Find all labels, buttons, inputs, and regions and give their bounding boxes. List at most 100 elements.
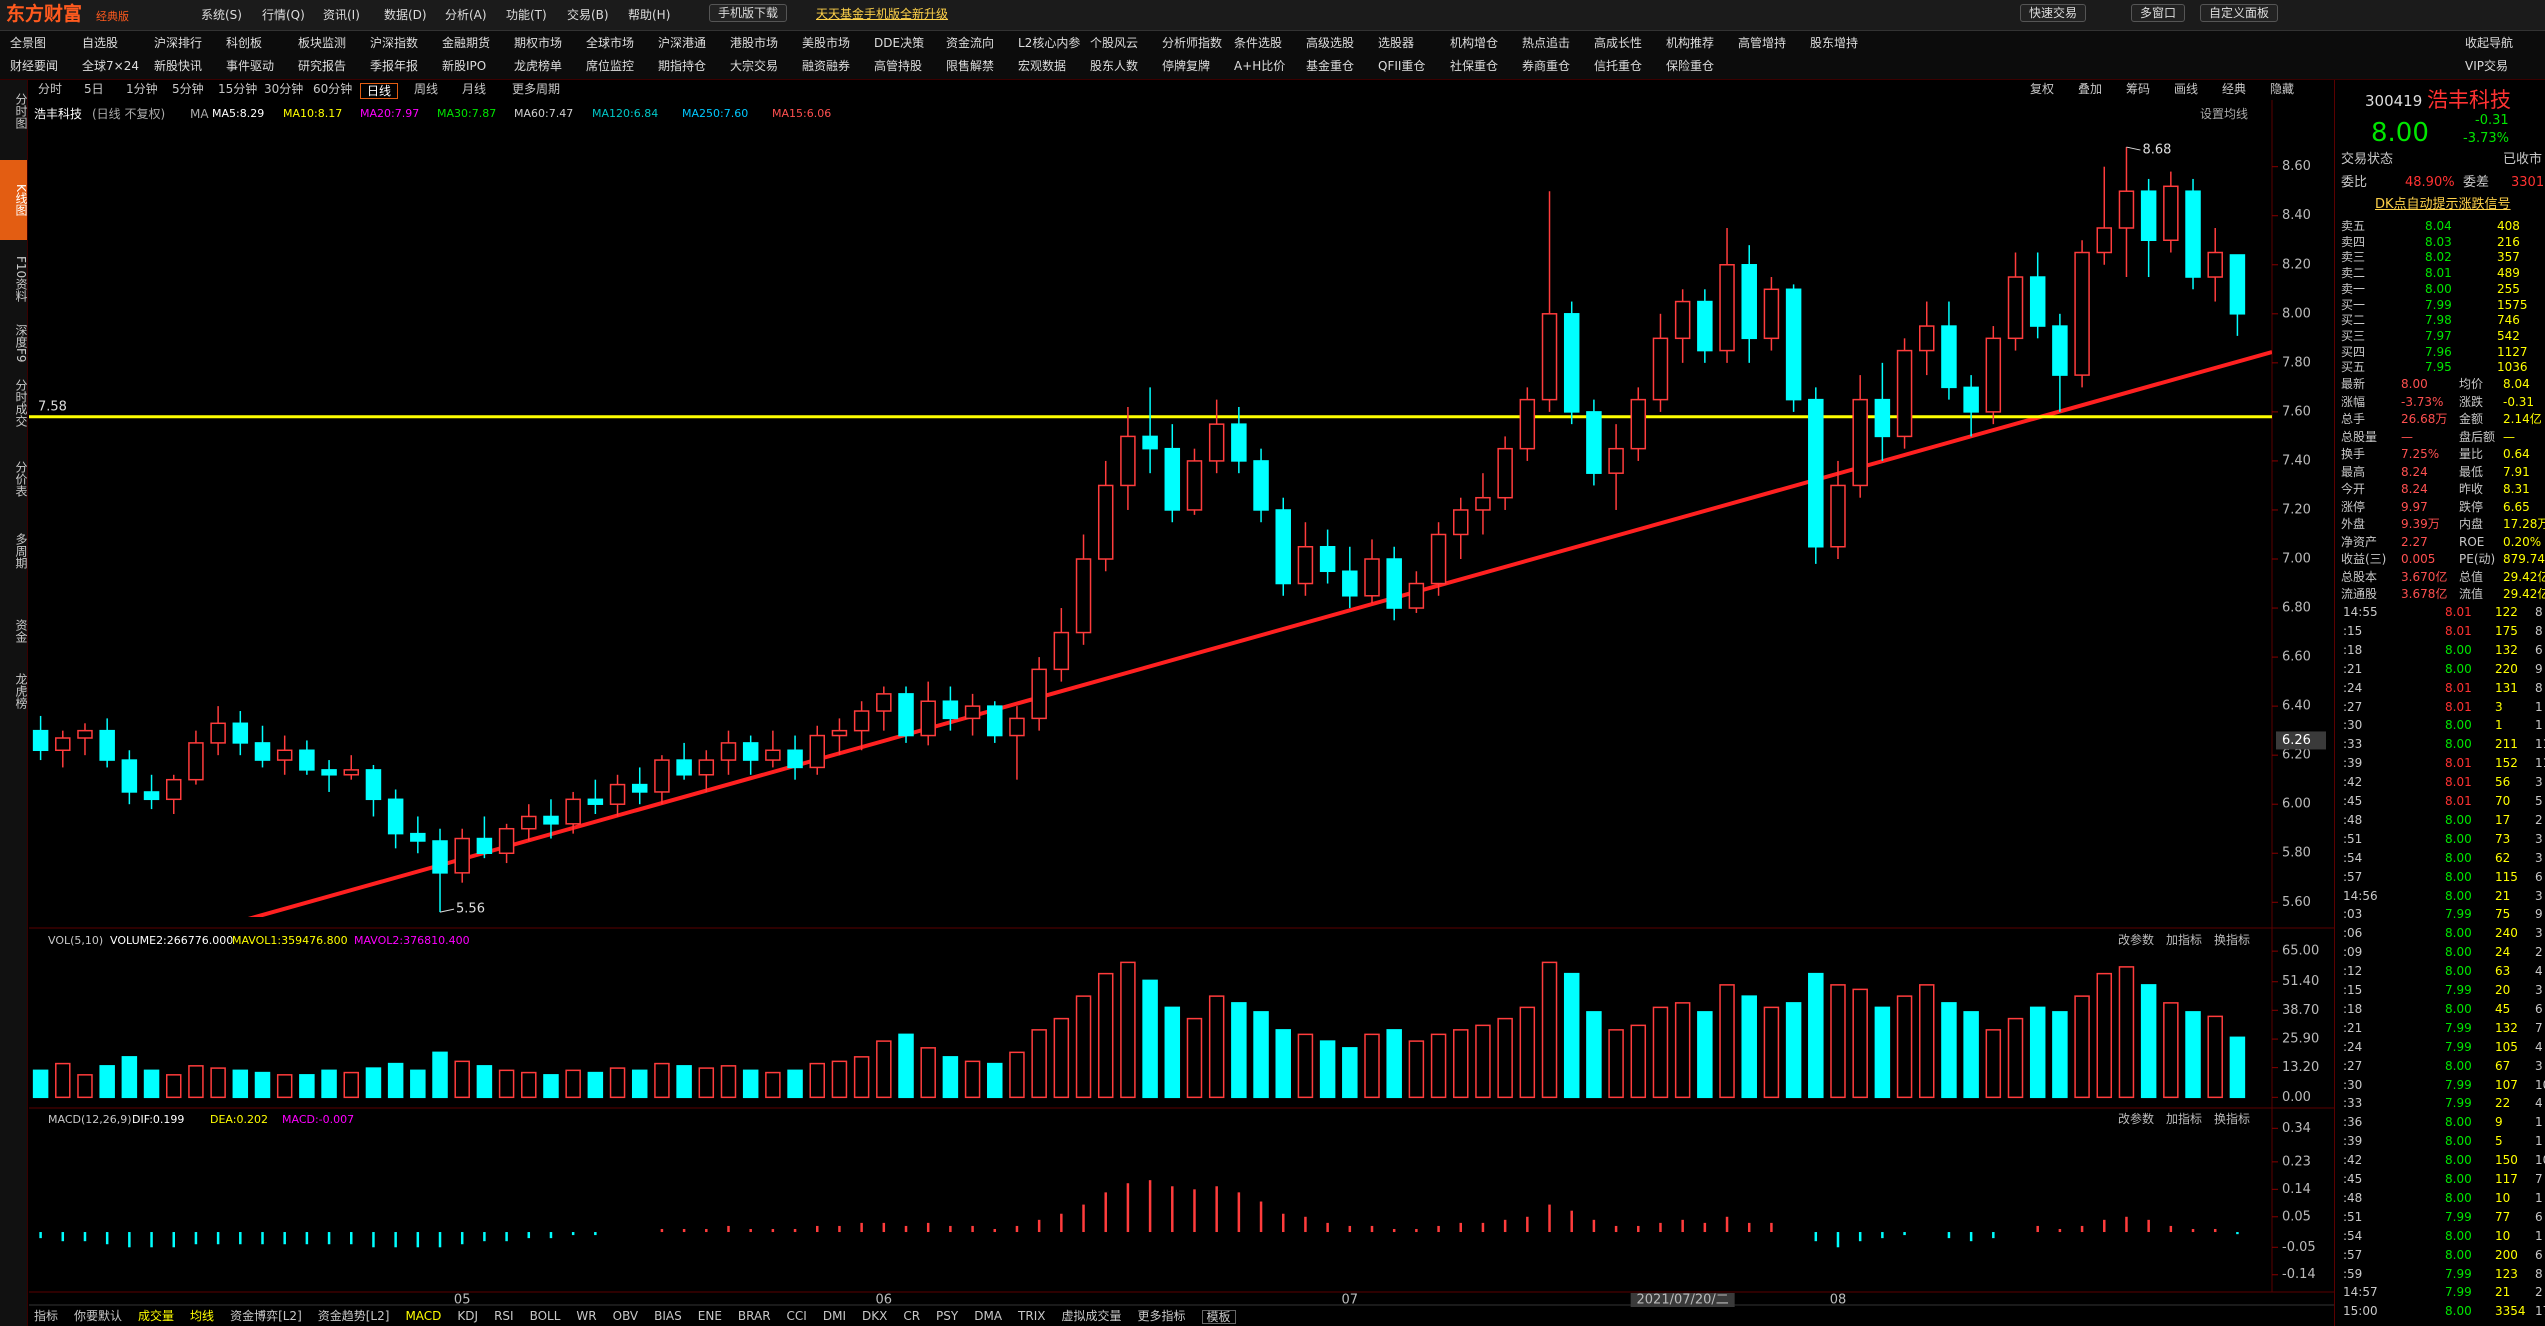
period-tab[interactable]: 周线 (414, 82, 439, 96)
nav-item[interactable]: 港股市场 (730, 36, 779, 50)
period-tab[interactable]: 月线 (462, 82, 487, 96)
nav-item[interactable]: 资金流向 (946, 36, 995, 50)
nav-item[interactable]: 高管持股 (874, 59, 923, 73)
period-tab[interactable]: 5分钟 (172, 82, 204, 96)
period-tab[interactable]: 1分钟 (126, 82, 158, 96)
nav-item[interactable]: 条件选股 (1234, 36, 1283, 50)
period-tab[interactable]: 30分钟 (264, 82, 304, 96)
menu-item[interactable]: 行情(Q) (262, 8, 305, 22)
nav-item[interactable]: 选股器 (1378, 36, 1415, 50)
indicator-tab[interactable]: 你要默认 (74, 1309, 123, 1323)
panel-button[interactable]: 改参数 (2118, 1112, 2155, 1126)
side-item[interactable]: 分时图 (14, 93, 28, 129)
nav-item[interactable]: 机构增仓 (1450, 36, 1499, 50)
side-item[interactable]: 分价表 (14, 461, 28, 497)
nav-item[interactable]: 研究报告 (298, 59, 347, 73)
signal-link[interactable]: DK点自动提示涨跌信号 (2375, 197, 2511, 212)
nav-item[interactable]: 券商重仓 (1522, 59, 1571, 73)
menu-item[interactable]: 交易(B) (567, 8, 609, 22)
nav-item[interactable]: L2核心内参 (1018, 36, 1081, 50)
panel-button[interactable]: 改参数 (2118, 933, 2155, 947)
panel-button[interactable]: 加指标 (2166, 933, 2203, 947)
top-button[interactable]: 多窗口 (2131, 4, 2186, 22)
nav-item[interactable]: 席位监控 (586, 59, 635, 73)
nav-item[interactable]: 高级选股 (1306, 36, 1355, 50)
nav-item[interactable]: 高管增持 (1738, 36, 1787, 50)
promo-link[interactable]: 天天基金手机版全新升级 (816, 7, 949, 21)
nav-item[interactable]: 股东人数 (1090, 59, 1139, 73)
nav-item[interactable]: 期指持仓 (658, 59, 707, 73)
nav-item[interactable]: 限售解禁 (946, 59, 995, 73)
menu-item[interactable]: 资讯(I) (323, 8, 360, 22)
side-item[interactable]: K线图 (0, 160, 28, 240)
period-tab[interactable]: 60分钟 (313, 82, 353, 96)
nav-item[interactable]: 美股市场 (802, 36, 851, 50)
side-item[interactable]: F10资料 (14, 255, 28, 303)
menu-item[interactable]: 帮助(H) (628, 8, 671, 22)
indicator-tab[interactable]: TRIX (1018, 1309, 1046, 1323)
side-item[interactable]: 深度F9 (14, 323, 28, 363)
indicator-tab[interactable]: KDJ (457, 1309, 479, 1323)
nav-item[interactable]: VIP交易 (2465, 59, 2508, 73)
nav-item[interactable]: 期权市场 (514, 36, 563, 50)
nav-item[interactable]: 财经要闻 (10, 59, 59, 73)
side-item[interactable]: 资金 (14, 619, 28, 643)
nav-item[interactable]: 收起导航 (2465, 36, 2514, 50)
tool-button[interactable]: 经典 (2222, 82, 2247, 96)
tool-button[interactable]: 隐藏 (2270, 82, 2295, 96)
tool-button[interactable]: 叠加 (2078, 82, 2103, 96)
menu-item[interactable]: 数据(D) (384, 8, 427, 22)
nav-item[interactable]: 停牌复牌 (1162, 59, 1211, 73)
nav-item[interactable]: 全球7×24 (82, 59, 139, 73)
nav-item[interactable]: 融资融券 (802, 59, 851, 73)
indicator-tab[interactable]: DMI (822, 1309, 846, 1323)
nav-item[interactable]: 宏观数据 (1018, 59, 1067, 73)
nav-item[interactable]: 全景图 (10, 36, 47, 50)
ma-settings[interactable]: 设置均线 (2200, 107, 2249, 121)
indicator-tab[interactable]: ENE (697, 1309, 722, 1323)
tool-button[interactable]: 画线 (2174, 82, 2199, 96)
nav-item[interactable]: 板块监测 (298, 36, 347, 50)
indicator-tab[interactable]: RSI (494, 1309, 514, 1323)
nav-item[interactable]: 机构推荐 (1666, 36, 1715, 50)
nav-item[interactable]: 新股IPO (442, 59, 487, 73)
indicator-tab[interactable]: DKX (861, 1309, 888, 1323)
nav-item[interactable]: 金融期货 (442, 36, 491, 50)
nav-item[interactable]: 新股快讯 (154, 59, 203, 73)
tool-button[interactable]: 复权 (2030, 82, 2055, 96)
nav-item[interactable]: 龙虎榜单 (514, 59, 563, 73)
period-tab[interactable]: 5日 (84, 82, 104, 96)
menu-item[interactable]: 系统(S) (201, 8, 242, 22)
indicator-tab[interactable]: 成交量 (138, 1309, 175, 1323)
nav-item[interactable]: 信托重仓 (1594, 59, 1643, 73)
indicator-tab[interactable]: 更多指标 (1137, 1309, 1186, 1323)
nav-item[interactable]: 事件驱动 (226, 59, 275, 73)
nav-item[interactable]: QFII重仓 (1378, 59, 1426, 73)
top-button[interactable]: 快速交易 (2020, 4, 2087, 22)
nav-item[interactable]: 科创板 (226, 36, 263, 50)
nav-item[interactable]: 股东增持 (1810, 36, 1859, 50)
panel-button[interactable]: 换指标 (2214, 933, 2251, 947)
nav-item[interactable]: 分析师指数 (1162, 36, 1223, 50)
indicator-tab[interactable]: CCI (786, 1309, 807, 1323)
nav-item[interactable]: 沪深港通 (658, 36, 707, 50)
top-button[interactable]: 自定义面板 (2200, 4, 2279, 22)
indicator-tab[interactable]: 指标 (34, 1309, 59, 1323)
period-tab[interactable]: 15分钟 (218, 82, 258, 96)
indicator-tab[interactable]: OBV (612, 1309, 639, 1323)
period-tab[interactable]: 分时 (38, 82, 63, 96)
panel-button[interactable]: 加指标 (2166, 1112, 2203, 1126)
indicator-tab[interactable]: 均线 (190, 1309, 215, 1323)
panel-button[interactable]: 换指标 (2214, 1112, 2251, 1126)
indicator-tab[interactable]: DMA (974, 1309, 1003, 1323)
nav-item[interactable]: 个股风云 (1090, 36, 1139, 50)
nav-item[interactable]: 全球市场 (586, 36, 635, 50)
nav-item[interactable]: 高成长性 (1594, 36, 1643, 50)
nav-item[interactable]: 沪深排行 (154, 36, 203, 50)
indicator-tab[interactable]: CR (903, 1309, 921, 1323)
tool-button[interactable]: 筹码 (2126, 82, 2151, 96)
indicator-tab[interactable]: WR (576, 1309, 597, 1323)
indicator-tab[interactable]: 资金博弈[L2] (230, 1309, 302, 1323)
nav-item[interactable]: 保险重仓 (1666, 59, 1715, 73)
indicator-tab[interactable]: BIAS (654, 1309, 682, 1323)
